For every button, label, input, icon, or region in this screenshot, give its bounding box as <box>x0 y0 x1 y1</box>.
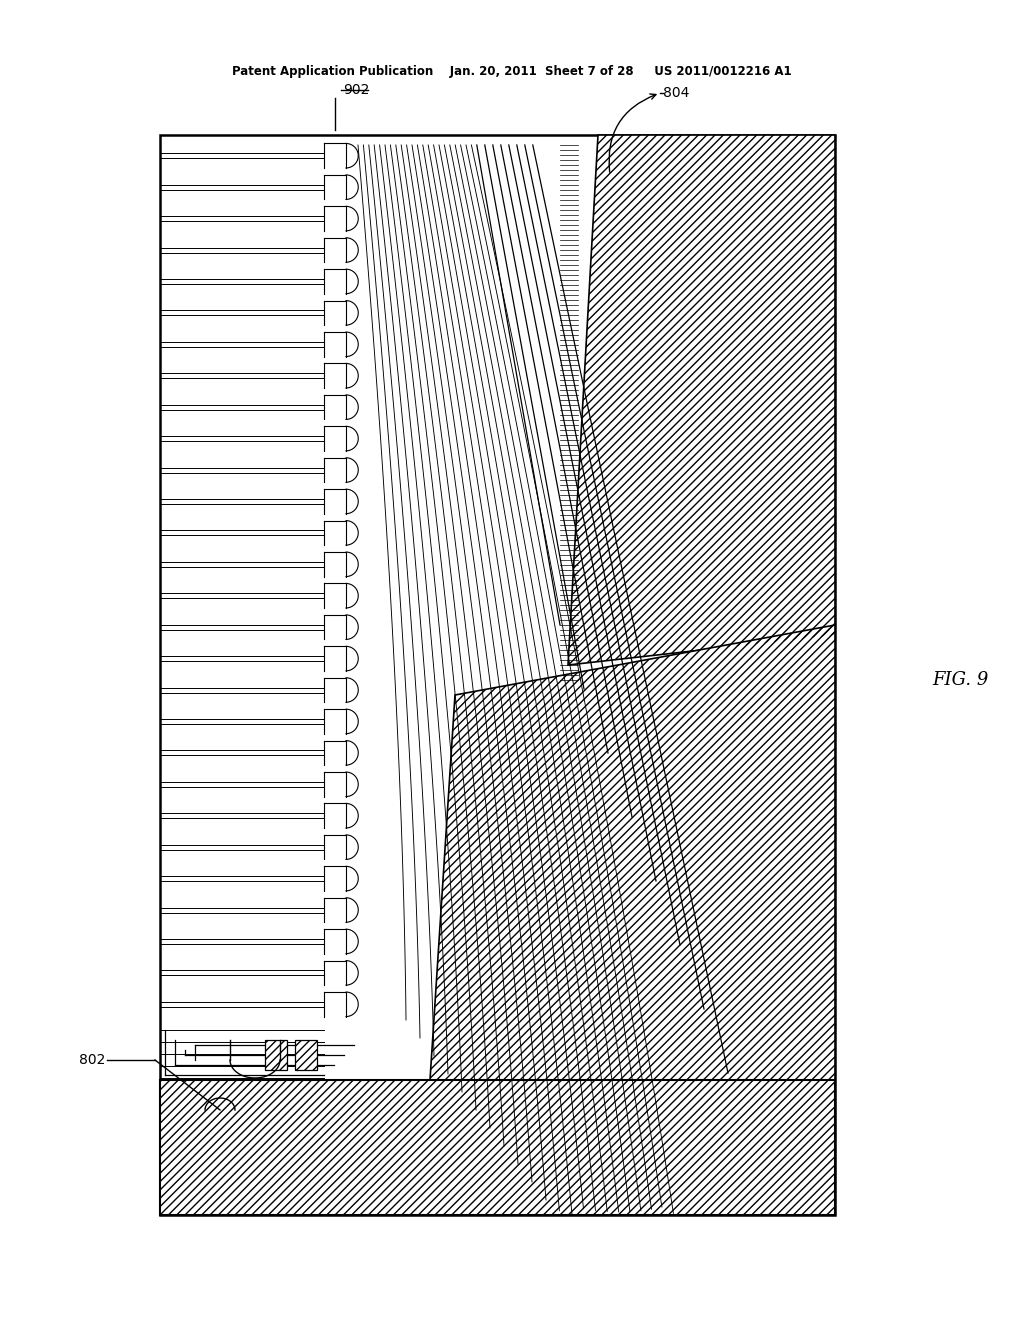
Bar <box>265 1040 287 1071</box>
Text: FIG. 9: FIG. 9 <box>932 671 988 689</box>
Bar <box>295 1040 317 1071</box>
Bar <box>160 1080 835 1214</box>
Text: 902: 902 <box>343 83 370 96</box>
Text: 804: 804 <box>663 86 689 100</box>
Text: 802: 802 <box>79 1053 105 1067</box>
Polygon shape <box>430 624 835 1080</box>
Bar <box>160 1080 835 1214</box>
Text: Patent Application Publication    Jan. 20, 2011  Sheet 7 of 28     US 2011/00122: Patent Application Publication Jan. 20, … <box>232 66 792 78</box>
Bar <box>295 1040 317 1071</box>
Bar <box>265 1040 287 1071</box>
Bar <box>160 135 835 1214</box>
Polygon shape <box>568 135 835 665</box>
